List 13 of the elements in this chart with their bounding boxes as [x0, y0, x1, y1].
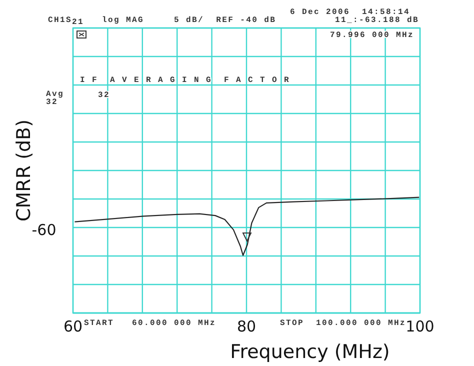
x-axis-title: Frequency (MHz) — [230, 341, 390, 363]
text: 11_:-63.188 dB — [335, 16, 420, 25]
text: Avg — [46, 90, 64, 99]
text: -60 — [32, 221, 56, 239]
x-tick-label: 100 — [406, 318, 434, 336]
x-tick-label: 80 — [236, 318, 256, 336]
text: 32 — [46, 98, 58, 107]
text: STOP 100.000 000 MHz — [280, 319, 406, 328]
text: START 60.000 000 MHz — [84, 319, 216, 328]
y-axis-title: CMRR (dB) — [13, 119, 35, 222]
text: 6 Dec 2006 14:58:14 — [290, 8, 410, 17]
text: I F A V E R A G I N G F A C T O R — [80, 76, 290, 85]
x-tick-label: 60 — [63, 318, 83, 336]
